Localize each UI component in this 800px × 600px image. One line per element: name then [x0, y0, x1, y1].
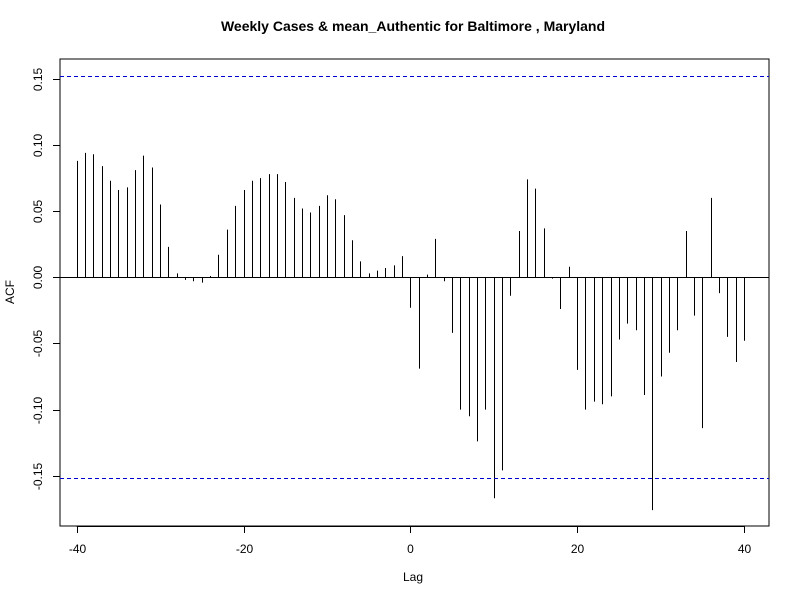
x-tick-label: 0	[407, 542, 414, 556]
y-tick-label: 0.10	[31, 133, 45, 157]
y-tick-label: 0.15	[31, 67, 45, 91]
y-tick-label: -0.15	[31, 463, 45, 491]
x-tick-label: 40	[738, 542, 752, 556]
y-axis-label: ACF	[3, 280, 17, 304]
plot-frame	[59, 58, 770, 527]
x-tick-label: -20	[236, 542, 254, 556]
confidence-bounds	[60, 76, 769, 479]
y-tick-label: 0.05	[31, 199, 45, 223]
y-tick-label: -0.10	[31, 397, 45, 425]
x-axis-label: Lag	[403, 570, 423, 584]
y-axis: -0.15 -0.10 -0.05 0.00 0.05 0.10 0.15	[31, 67, 60, 490]
y-tick-label: -0.05	[31, 330, 45, 358]
x-tick-label: 20	[571, 542, 585, 556]
chart-title: Weekly Cases & mean_Authentic for Baltim…	[221, 18, 605, 34]
x-axis: -40 -20 0 20 40	[69, 526, 752, 556]
x-tick-label: -40	[69, 542, 87, 556]
y-tick-label: 0.00	[31, 265, 45, 289]
acf-bars	[77, 152, 745, 511]
